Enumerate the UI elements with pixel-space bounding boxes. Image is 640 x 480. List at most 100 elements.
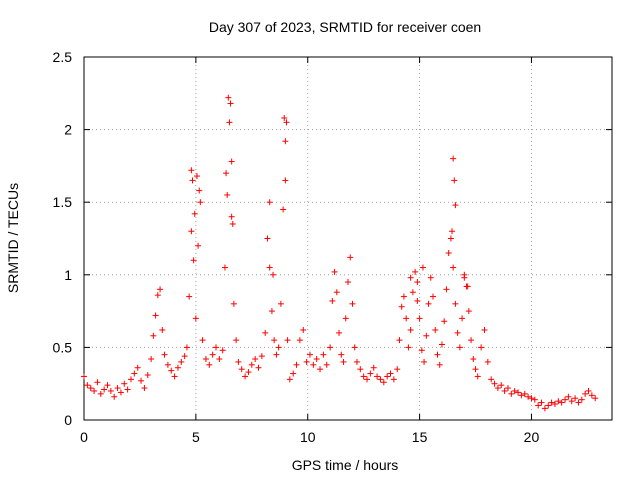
x-tick-label: 5 xyxy=(192,429,200,445)
data-point xyxy=(432,326,439,333)
data-point xyxy=(281,114,288,121)
data-point xyxy=(193,173,200,180)
data-point xyxy=(491,380,498,387)
data-point xyxy=(97,390,104,397)
data-point xyxy=(310,361,317,368)
data-point xyxy=(91,387,98,394)
data-point xyxy=(188,167,195,174)
data-point xyxy=(131,370,138,377)
data-point xyxy=(438,341,445,348)
data-point xyxy=(572,395,579,402)
data-point xyxy=(390,376,397,383)
data-point xyxy=(345,279,351,286)
y-tick-label: 1 xyxy=(64,267,72,283)
data-point xyxy=(258,353,265,360)
data-point xyxy=(127,376,134,383)
data-point xyxy=(531,396,538,403)
data-point xyxy=(525,393,532,400)
data-point xyxy=(360,373,367,380)
data-point xyxy=(555,398,562,405)
data-point xyxy=(283,119,290,126)
data-point xyxy=(202,356,209,363)
data-point xyxy=(465,308,472,315)
y-tick-label: 2 xyxy=(64,122,72,138)
data-point xyxy=(353,358,360,365)
data-point xyxy=(271,337,278,344)
data-point xyxy=(81,373,87,380)
y-tick-label: 2.5 xyxy=(53,49,73,65)
data-point xyxy=(157,286,164,293)
data-point xyxy=(436,361,443,368)
data-point xyxy=(403,315,410,322)
data-point xyxy=(351,344,358,351)
data-point xyxy=(228,158,235,165)
data-point xyxy=(323,361,330,368)
data-point xyxy=(268,308,275,315)
x-tick-label: 20 xyxy=(524,429,540,445)
data-point xyxy=(107,387,114,394)
data-point xyxy=(171,373,178,380)
data-point xyxy=(306,351,313,358)
data-point xyxy=(229,220,236,227)
data-point xyxy=(282,138,289,145)
data-point xyxy=(121,380,128,387)
data-point xyxy=(197,199,204,206)
x-axis-label: GPS time / hours xyxy=(292,457,399,473)
data-point xyxy=(338,351,345,358)
data-point xyxy=(183,344,190,351)
data-point xyxy=(191,210,198,217)
data-point xyxy=(380,379,387,386)
data-point xyxy=(225,94,232,101)
data-point xyxy=(430,293,437,300)
data-point xyxy=(452,300,459,307)
data-point xyxy=(209,351,216,358)
data-point xyxy=(412,268,419,275)
data-points xyxy=(81,94,599,412)
data-point xyxy=(425,300,432,307)
data-point xyxy=(216,356,223,363)
data-point xyxy=(168,367,175,374)
chart-title: Day 307 of 2023, SRMTID for receiver coe… xyxy=(209,19,481,35)
data-point xyxy=(195,242,202,249)
data-point xyxy=(508,390,515,397)
data-point xyxy=(111,393,118,400)
data-point xyxy=(284,337,291,344)
data-point xyxy=(150,332,157,339)
data-point xyxy=(481,326,488,333)
data-point xyxy=(114,385,121,392)
data-point xyxy=(394,366,401,373)
data-point xyxy=(518,392,525,399)
data-point xyxy=(478,344,485,351)
data-point xyxy=(228,213,235,220)
data-point xyxy=(374,373,381,380)
data-point xyxy=(101,386,108,393)
data-point xyxy=(144,371,151,378)
data-point xyxy=(474,373,481,380)
data-point xyxy=(367,370,374,377)
data-point xyxy=(196,187,203,194)
data-point xyxy=(585,387,592,394)
data-point xyxy=(148,356,155,363)
data-point xyxy=(538,399,545,406)
data-point xyxy=(280,206,287,213)
y-axis-label: SRMTID / TECUs xyxy=(5,183,21,293)
data-point xyxy=(578,396,585,403)
data-point xyxy=(414,279,421,286)
data-point xyxy=(445,250,452,257)
data-point xyxy=(515,389,522,396)
data-point xyxy=(206,361,213,368)
data-point xyxy=(262,329,269,336)
data-point xyxy=(264,235,271,242)
data-point xyxy=(468,337,475,344)
data-point xyxy=(470,356,477,363)
x-axis: 0 5 10 15 20 xyxy=(80,57,539,445)
data-point xyxy=(441,318,448,325)
data-point xyxy=(290,370,297,377)
data-point xyxy=(104,382,111,389)
x-tick-label: 0 xyxy=(80,429,88,445)
data-point xyxy=(270,271,277,278)
data-point xyxy=(266,199,273,206)
data-point xyxy=(238,366,245,373)
data-point xyxy=(450,155,457,162)
